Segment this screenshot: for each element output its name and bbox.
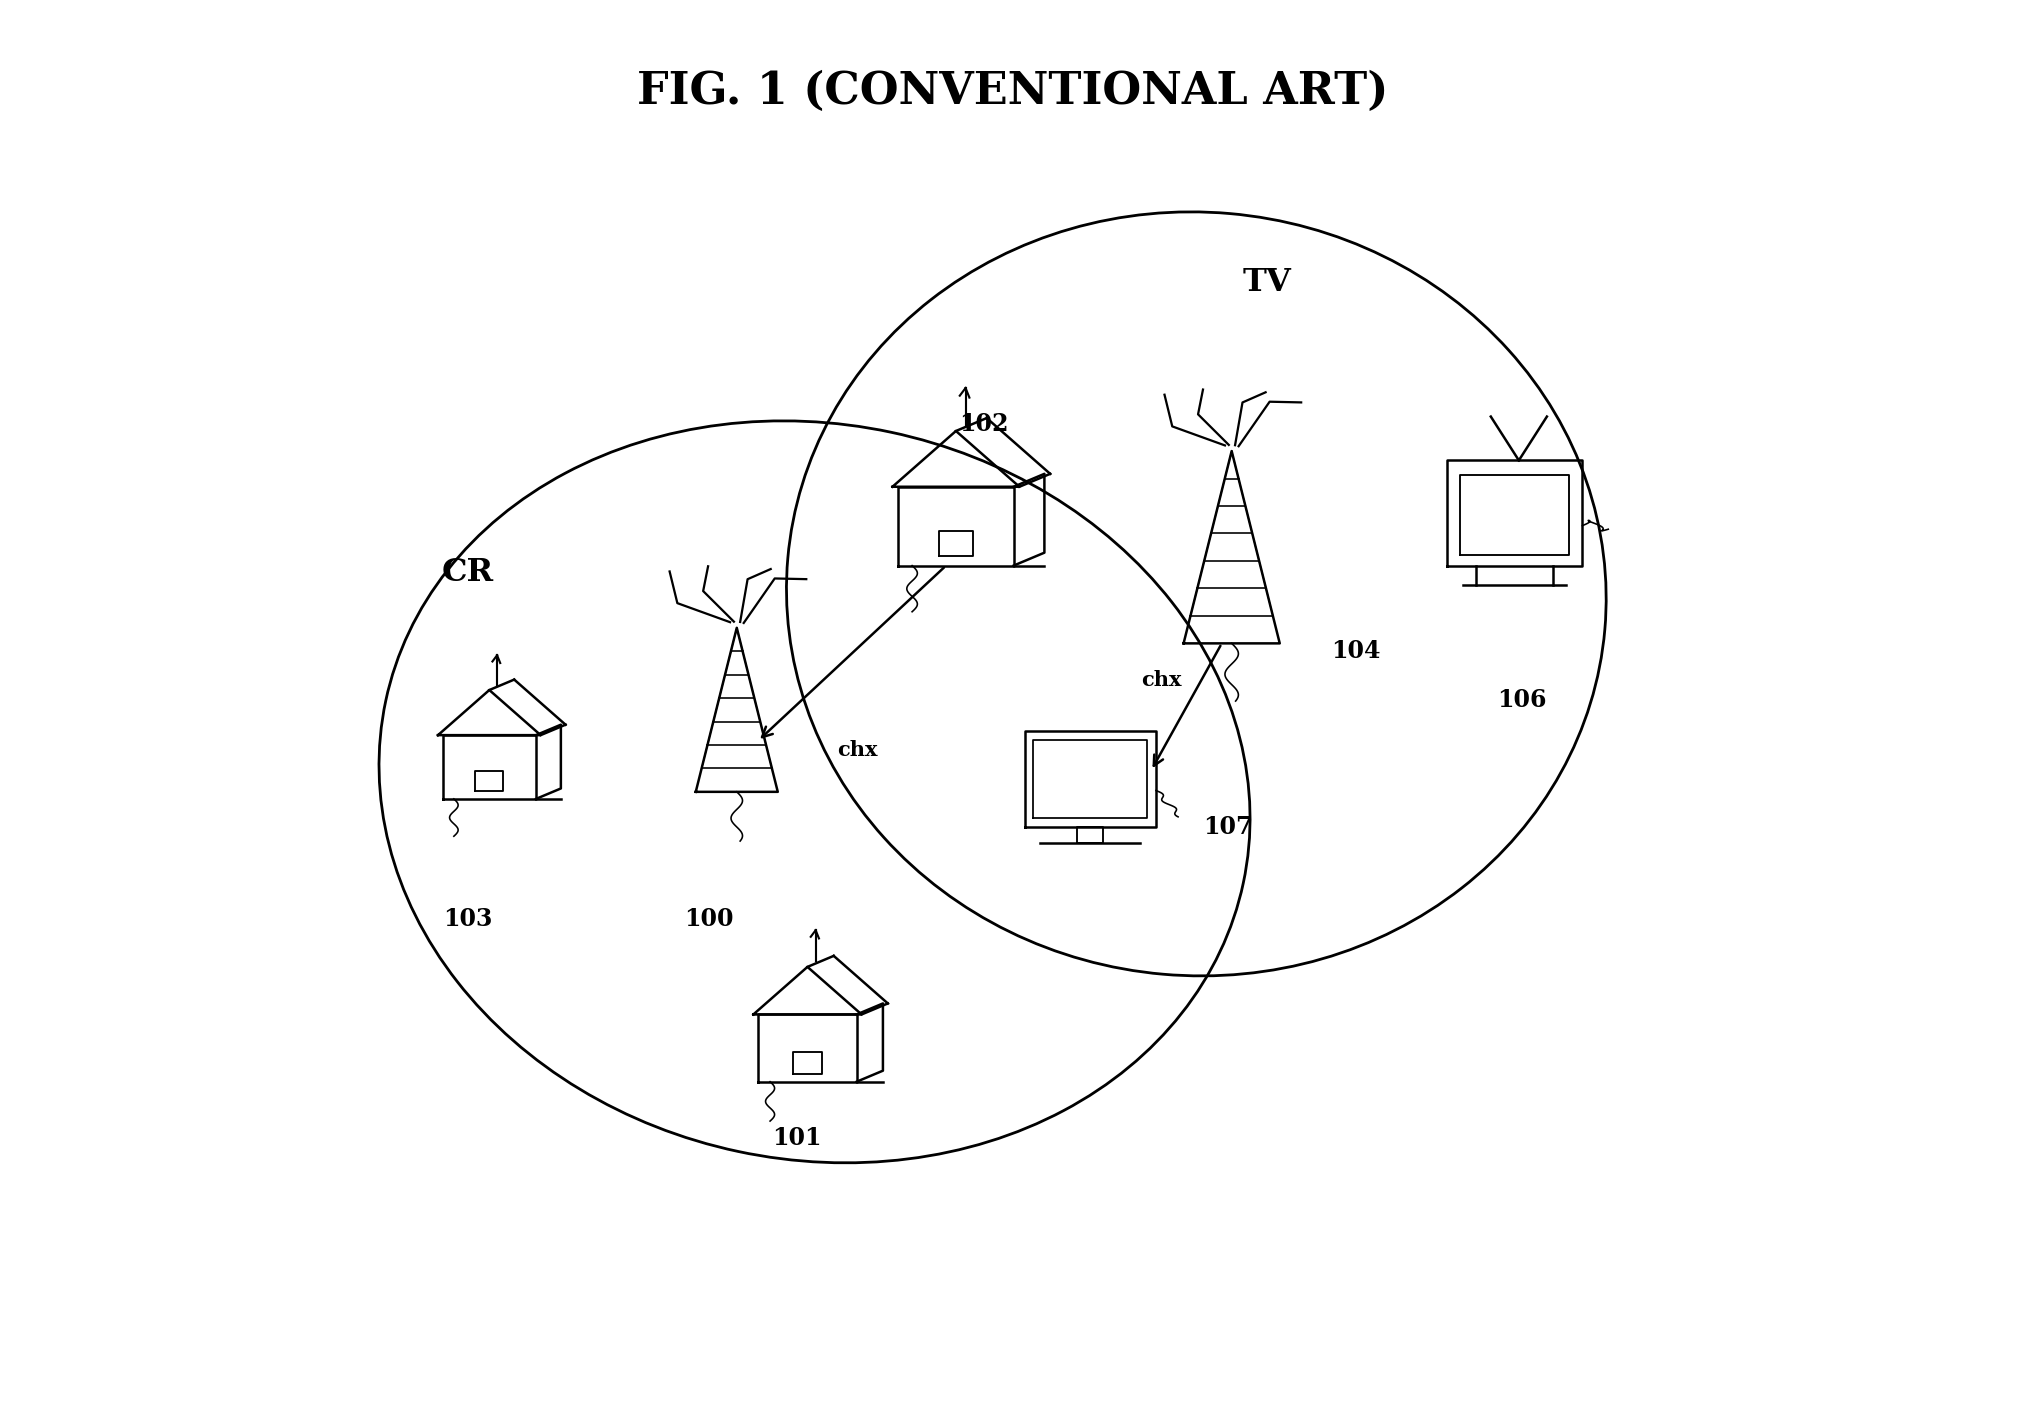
Text: TV: TV — [1243, 267, 1292, 298]
Text: 106: 106 — [1496, 689, 1547, 713]
Text: chx: chx — [1140, 670, 1181, 690]
Text: 103: 103 — [443, 908, 492, 932]
Text: 107: 107 — [1203, 816, 1253, 840]
Text: 102: 102 — [960, 413, 1008, 437]
Text: CR: CR — [441, 557, 494, 588]
Text: FIG. 1 (CONVENTIONAL ART): FIG. 1 (CONVENTIONAL ART) — [636, 71, 1389, 113]
Text: 101: 101 — [772, 1127, 822, 1151]
Text: chx: chx — [836, 741, 877, 761]
Text: 100: 100 — [684, 908, 733, 932]
Text: 104: 104 — [1330, 639, 1381, 663]
